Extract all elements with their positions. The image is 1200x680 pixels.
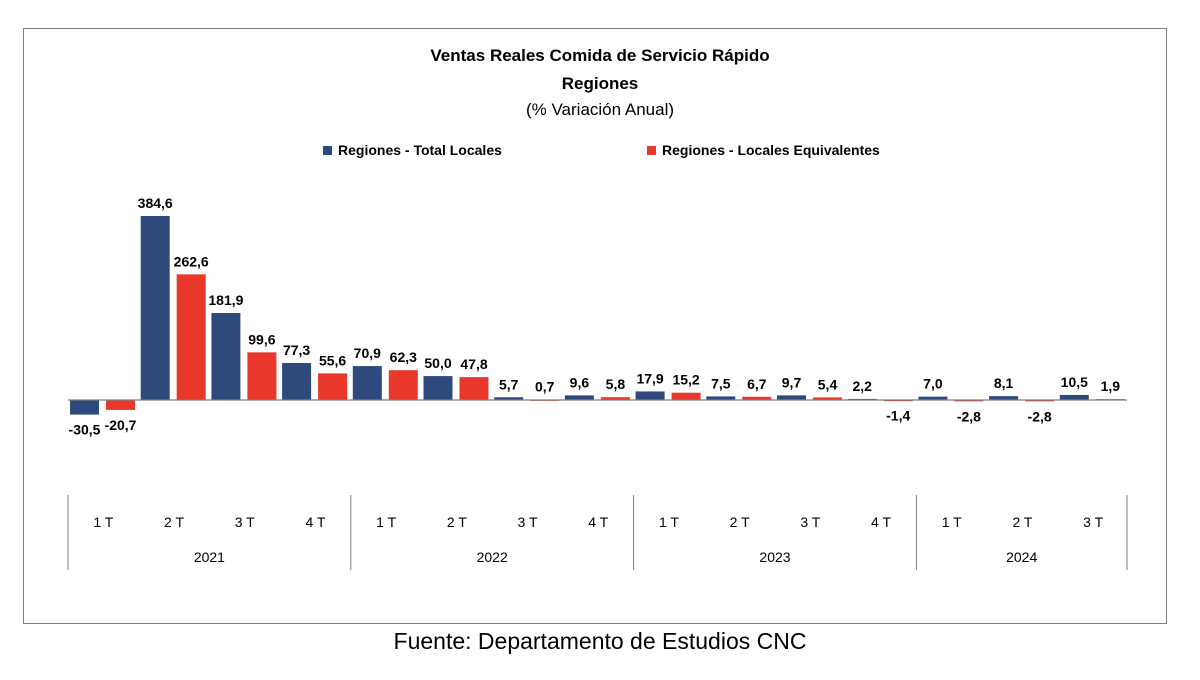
quarter-tick-label-4: 1 T: [376, 514, 396, 530]
year-label-2021: 2021: [194, 549, 225, 565]
bar-total-7: [564, 395, 594, 400]
quarter-tick-label-9: 2 T: [730, 514, 750, 530]
bar-total-0: [70, 400, 99, 415]
bar-equiv-5: [459, 377, 489, 400]
data-label-total-2: 181,9: [208, 292, 243, 308]
quarter-tick-label-10: 3 T: [800, 514, 820, 530]
bar-total-12: [918, 396, 948, 400]
chart-subtitle-units: (% Variación Anual): [525, 100, 675, 119]
data-label-equiv-2: 99,6: [248, 331, 275, 347]
bar-total-2: [211, 312, 241, 400]
data-label-equiv-13: -2,8: [1028, 408, 1052, 424]
data-label-total-9: 7,5: [711, 375, 731, 391]
quarter-tick-label-13: 2 T: [1012, 514, 1032, 530]
bar-total-4: [352, 366, 382, 400]
bar-equiv-4: [388, 370, 418, 400]
data-label-total-13: 8,1: [994, 375, 1014, 391]
data-label-total-7: 9,6: [570, 374, 590, 390]
quarter-tick-label-3: 4 T: [305, 514, 325, 530]
data-label-equiv-8: 15,2: [672, 372, 699, 388]
quarter-tick-label-12: 1 T: [942, 514, 962, 530]
bar-equiv-7: [600, 397, 630, 400]
data-label-total-3: 77,3: [283, 342, 310, 358]
data-label-equiv-0: -20,7: [105, 417, 137, 433]
year-label-2024: 2024: [1006, 549, 1037, 565]
quarter-tick-label-5: 2 T: [447, 514, 467, 530]
legend-swatch-equiv: [647, 145, 656, 155]
data-label-total-8: 17,9: [636, 370, 663, 386]
data-label-equiv-11: -1,4: [886, 408, 910, 424]
bar-equiv-2: [247, 352, 277, 400]
bar-equiv-0: [106, 400, 135, 410]
data-label-total-10: 9,7: [782, 374, 802, 390]
data-label-total-14: 10,5: [1061, 374, 1088, 390]
data-label-total-11: 2,2: [852, 378, 872, 394]
data-label-total-6: 5,7: [499, 376, 519, 392]
bar-total-9: [706, 396, 736, 400]
bar-equiv-3: [318, 373, 348, 400]
bar-equiv-9: [742, 396, 772, 400]
bar-total-1: [140, 216, 170, 400]
data-label-equiv-14: 1,9: [1101, 378, 1121, 394]
data-label-total-5: 50,0: [424, 355, 451, 371]
bar-total-13: [989, 396, 1019, 400]
year-label-2022: 2022: [477, 549, 508, 565]
chart-subtitle: Regiones: [561, 74, 639, 93]
bar-total-14: [1059, 394, 1089, 400]
legend-label-equiv: Regiones - Locales Equivalentes: [662, 142, 880, 158]
year-label-2023: 2023: [759, 549, 790, 565]
quarter-tick-label-1: 2 T: [164, 514, 184, 530]
data-label-equiv-1: 262,6: [174, 253, 209, 269]
legend-item-equiv: Regiones - Locales Equivalentes: [647, 142, 880, 158]
bar-total-10: [777, 395, 806, 400]
bar-total-6: [494, 397, 524, 400]
data-label-equiv-7: 5,8: [606, 376, 626, 392]
bar-total-5: [423, 376, 453, 400]
data-label-total-1: 384,6: [138, 195, 173, 211]
bar-total-3: [282, 363, 312, 400]
data-label-equiv-4: 62,3: [390, 349, 417, 365]
data-label-equiv-3: 55,6: [319, 352, 346, 368]
legend-swatch-total: [323, 145, 332, 155]
quarter-tick-label-6: 3 T: [518, 514, 538, 530]
data-label-equiv-10: 5,4: [818, 376, 838, 392]
bar-equiv-8: [671, 392, 701, 400]
data-label-total-12: 7,0: [923, 376, 943, 392]
bar-equiv-1: [176, 274, 206, 400]
bar-equiv-13: [1025, 400, 1055, 402]
data-label-equiv-6: 0,7: [535, 379, 555, 395]
legend-item-total: Regiones - Total Locales: [323, 142, 502, 158]
bar-total-8: [635, 391, 665, 400]
bar-equiv-10: [813, 397, 842, 400]
data-label-total-4: 70,9: [354, 345, 381, 361]
quarter-tick-label-7: 4 T: [588, 514, 608, 530]
quarter-tick-label-2: 3 T: [235, 514, 255, 530]
chart-title: Ventas Reales Comida de Servicio Rápido: [430, 46, 770, 65]
quarter-tick-label-8: 1 T: [659, 514, 679, 530]
data-label-total-0: -30,5: [69, 422, 101, 438]
source-note: Fuente: Departamento de Estudios CNC: [393, 628, 807, 654]
quarter-tick-label-11: 4 T: [871, 514, 891, 530]
quarter-tick-label-0: 1 T: [93, 514, 113, 530]
quarter-tick-label-14: 3 T: [1083, 514, 1103, 530]
legend-label-total: Regiones - Total Locales: [338, 142, 502, 158]
data-label-equiv-9: 6,7: [747, 376, 767, 392]
data-label-equiv-5: 47,8: [460, 356, 487, 372]
data-label-equiv-12: -2,8: [957, 408, 981, 424]
bar-equiv-12: [954, 400, 984, 402]
